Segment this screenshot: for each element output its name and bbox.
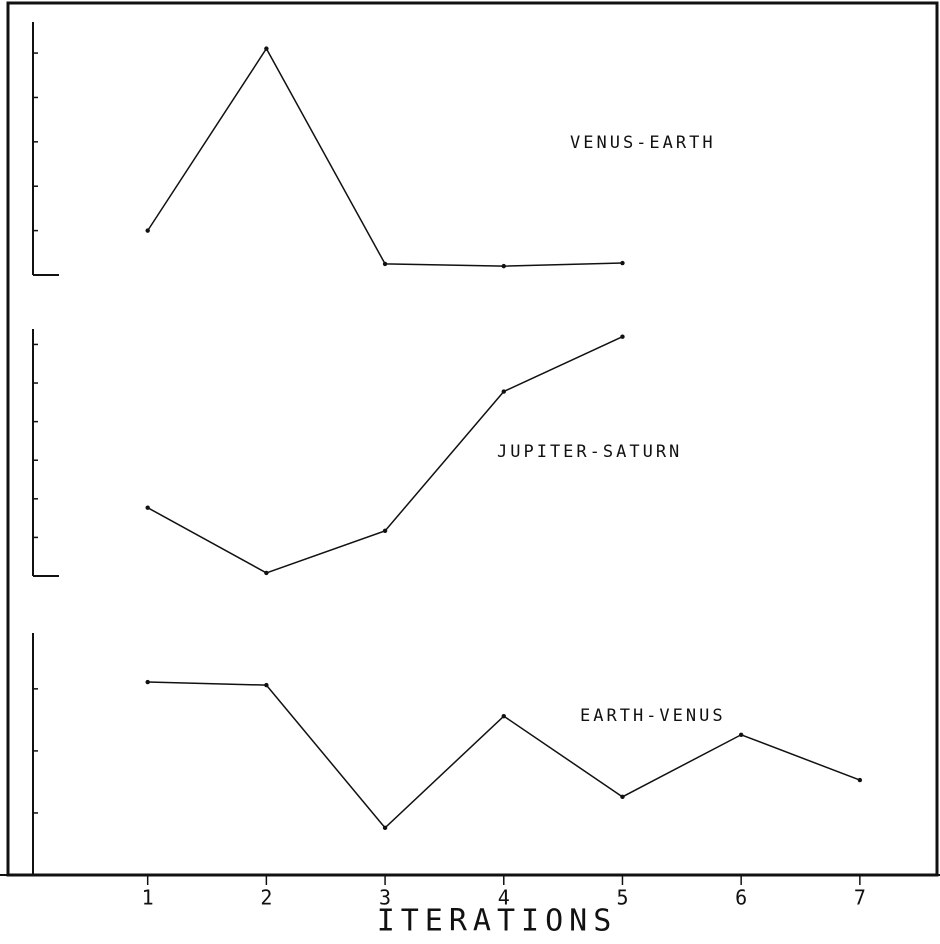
data-point	[382, 825, 388, 831]
x-tick-label: 4	[498, 886, 510, 910]
data-point	[501, 389, 506, 394]
series-label: VENUS-EARTH	[570, 133, 716, 153]
x-tick-label: 5	[616, 886, 628, 910]
x-tick-label: 6	[735, 886, 747, 910]
data-point	[501, 263, 506, 269]
series-label: EARTH-VENUS	[580, 706, 726, 726]
data-point	[620, 794, 625, 800]
x-tick-label: 2	[260, 886, 272, 910]
data-point	[264, 46, 269, 51]
data-point	[382, 261, 388, 267]
data-point	[264, 682, 269, 688]
data-point	[738, 732, 744, 737]
data-point	[382, 528, 388, 534]
x-tick-label: 1	[142, 886, 154, 910]
data-point	[145, 679, 150, 685]
series-label: JUPITER-SATURN	[497, 442, 682, 462]
x-tick-label: 3	[379, 886, 391, 910]
data-line	[147, 681, 861, 829]
data-point	[145, 228, 150, 233]
data-point	[264, 570, 269, 576]
data-point	[620, 334, 625, 339]
data-point	[620, 260, 625, 266]
data-point	[857, 777, 863, 783]
data-point	[145, 505, 150, 510]
x-tick-label: 7	[854, 886, 866, 910]
x-axis-label: ITERATIONS	[377, 904, 618, 939]
data-point	[501, 713, 506, 719]
frame	[6, 1, 939, 877]
data-line	[147, 47, 623, 267]
